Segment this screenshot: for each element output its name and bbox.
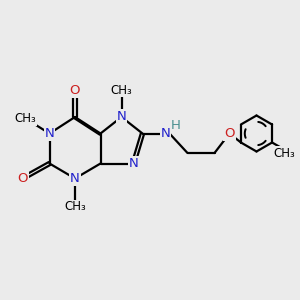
Text: N: N [161, 127, 170, 140]
Text: CH₃: CH₃ [111, 83, 132, 97]
Text: CH₃: CH₃ [273, 147, 295, 160]
Text: H: H [171, 118, 181, 132]
Text: N: N [45, 127, 54, 140]
Text: O: O [17, 172, 28, 185]
Text: O: O [224, 127, 235, 140]
Text: N: N [117, 110, 126, 124]
Text: CH₃: CH₃ [15, 112, 36, 125]
Text: N: N [70, 172, 80, 185]
Text: O: O [70, 83, 80, 97]
Text: N: N [129, 157, 138, 170]
Text: CH₃: CH₃ [64, 200, 86, 214]
